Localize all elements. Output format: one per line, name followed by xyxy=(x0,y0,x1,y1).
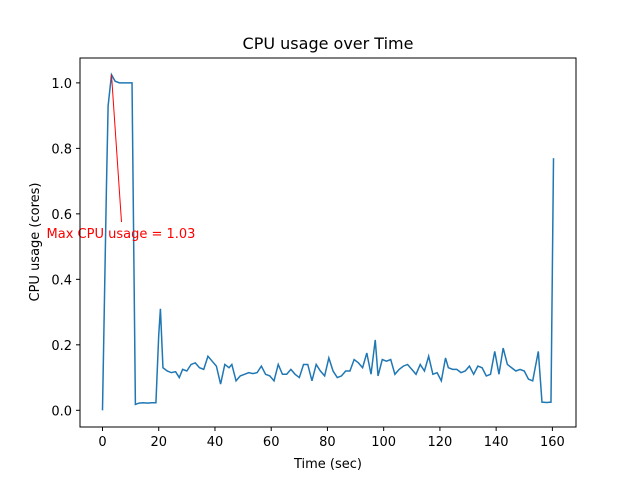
x-axis-label: Time (sec) xyxy=(293,457,362,472)
y-tick-label: 1.0 xyxy=(51,77,72,92)
x-tick-label: 60 xyxy=(263,435,280,450)
x-tick-label: 100 xyxy=(371,435,396,450)
x-tick-label: 160 xyxy=(540,435,565,450)
x-tick-label: 140 xyxy=(484,435,509,450)
annotation-arrow xyxy=(110,74,122,223)
y-tick-label: 0.0 xyxy=(51,404,72,419)
line-series xyxy=(101,72,555,411)
chart-title: CPU usage over Time xyxy=(243,34,414,53)
x-tick-label: 80 xyxy=(319,435,336,450)
y-axis-label: CPU usage (cores) xyxy=(28,183,43,302)
x-tick-label: 40 xyxy=(207,435,224,450)
annotation-text: Max CPU usage = 1.03 xyxy=(47,227,196,242)
x-tick-label: 20 xyxy=(150,435,167,450)
y-tick-label: 0.4 xyxy=(51,273,72,288)
x-tick-label: 120 xyxy=(427,435,452,450)
y-tick-label: 0.2 xyxy=(51,339,72,354)
y-tick-label: 0.6 xyxy=(51,208,72,223)
y-tick-label: 0.8 xyxy=(51,142,72,157)
x-tick-label: 0 xyxy=(98,435,106,450)
plot-frame xyxy=(79,57,577,428)
